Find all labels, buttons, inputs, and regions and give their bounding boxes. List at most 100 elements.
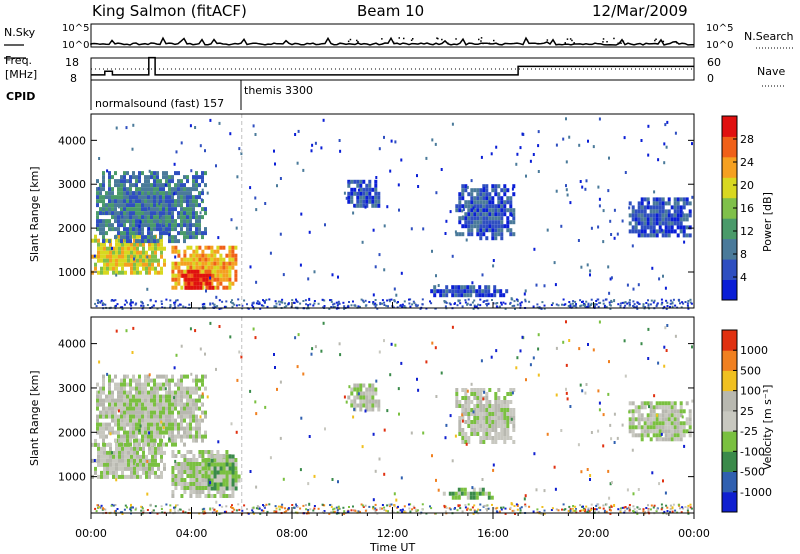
velocity-ground-point: [330, 503, 333, 506]
power-point: [422, 227, 425, 231]
power-cell: [494, 192, 498, 197]
velocity-cell: [177, 390, 180, 395]
power-ground-point: [583, 305, 586, 308]
power-cell: [102, 183, 105, 188]
velocity-point: [580, 470, 583, 474]
power-point: [609, 219, 612, 223]
power-cell: [655, 213, 659, 218]
power-cell: [168, 231, 171, 236]
velocity-cell: [102, 386, 105, 391]
velocity-ground-point: [443, 506, 446, 509]
power-ground-point: [624, 301, 627, 304]
velocity-cell: [458, 428, 462, 432]
velocity-cell: [180, 474, 184, 478]
velocity-cell: [157, 474, 160, 479]
power-point: [345, 196, 348, 200]
velocity-point: [519, 349, 522, 353]
velocity-cell: [174, 434, 177, 439]
power-colorbar-swatch: [722, 197, 737, 219]
power-cell: [192, 195, 195, 200]
power-cell: [97, 270, 100, 275]
power-ground-point: [213, 303, 216, 306]
power-cell: [136, 254, 139, 259]
velocity-point: [662, 479, 664, 483]
power-point: [657, 158, 660, 162]
velocity-cell: [162, 410, 165, 415]
velocity-cell: [210, 466, 214, 471]
power-cell: [147, 231, 150, 236]
power-cell: [201, 281, 205, 286]
velocity-cell: [132, 418, 135, 423]
power-cell: [199, 281, 203, 286]
velocity-cell: [204, 482, 208, 486]
velocity-cell: [497, 404, 501, 408]
velocity-cell: [479, 388, 483, 392]
velocity-cell: [163, 462, 166, 467]
velocity-cell: [120, 406, 123, 411]
velocity-cell: [108, 406, 111, 411]
power-cell: [473, 188, 477, 193]
velocity-cell: [183, 470, 187, 474]
power-cell: [103, 262, 106, 267]
velocity-ground-point: [483, 504, 486, 507]
velocity-cell: [649, 429, 653, 434]
power-cell: [174, 199, 177, 204]
power-cell: [201, 191, 204, 196]
velocity-cell: [470, 392, 474, 396]
power-cell: [231, 249, 235, 254]
velocity-cell: [652, 421, 656, 426]
velocity-cell: [174, 466, 178, 470]
power-point: [180, 141, 183, 145]
power-point: [637, 283, 640, 287]
power-cell: [198, 223, 201, 228]
velocity-cell: [509, 408, 513, 412]
velocity-cell: [506, 420, 510, 424]
velocity-cell: [118, 462, 121, 467]
power-ground-point: [504, 307, 507, 310]
velocity-cell: [476, 408, 480, 412]
velocity-cell: [476, 400, 480, 404]
counts-strip: N.Sky 10^5 10^0 10^5 10^0 N.Search: [4, 23, 794, 51]
velocity-point: [631, 448, 634, 452]
velocity-cell: [461, 428, 465, 432]
power-cell: [503, 208, 507, 213]
velocity-cell: [96, 402, 99, 407]
velocity-ground-point: [135, 507, 138, 510]
velocity-cell: [201, 434, 204, 439]
velocity-cell: [183, 418, 186, 423]
velocity-cell: [189, 398, 192, 403]
power-cell: [99, 195, 102, 200]
velocity-ground-point: [252, 511, 255, 513]
power-point: [279, 232, 282, 236]
velocity-point: [461, 419, 464, 423]
power-cell: [682, 225, 686, 230]
power-point: [632, 287, 635, 291]
velocity-point: [609, 423, 612, 427]
power-cell: [676, 217, 680, 222]
velocity-cell: [180, 470, 184, 474]
power-cell: [136, 234, 139, 239]
power-cell: [491, 196, 495, 201]
power-cell: [467, 232, 471, 237]
power-cell: [109, 266, 112, 271]
velocity-cell: [225, 486, 229, 491]
velocity-cell: [174, 422, 177, 427]
power-point: [204, 149, 206, 153]
power-cell: [177, 215, 180, 220]
velocity-cell: [141, 430, 144, 435]
velocity-cell: [195, 438, 198, 443]
velocity-point: [199, 415, 202, 419]
power-cell: [147, 211, 150, 216]
velocity-point: [255, 412, 258, 416]
velocity-cell: [473, 416, 477, 420]
power-cell: [186, 219, 189, 224]
power-cell: [112, 254, 115, 259]
velocity-cell: [186, 458, 190, 462]
power-cell: [488, 208, 492, 213]
velocity-cell: [109, 458, 112, 463]
power-cell: [139, 242, 142, 247]
velocity-cell: [109, 450, 112, 455]
power-ground-point: [621, 301, 624, 304]
power-ground-point: [281, 298, 284, 301]
power-cell: [679, 213, 683, 218]
